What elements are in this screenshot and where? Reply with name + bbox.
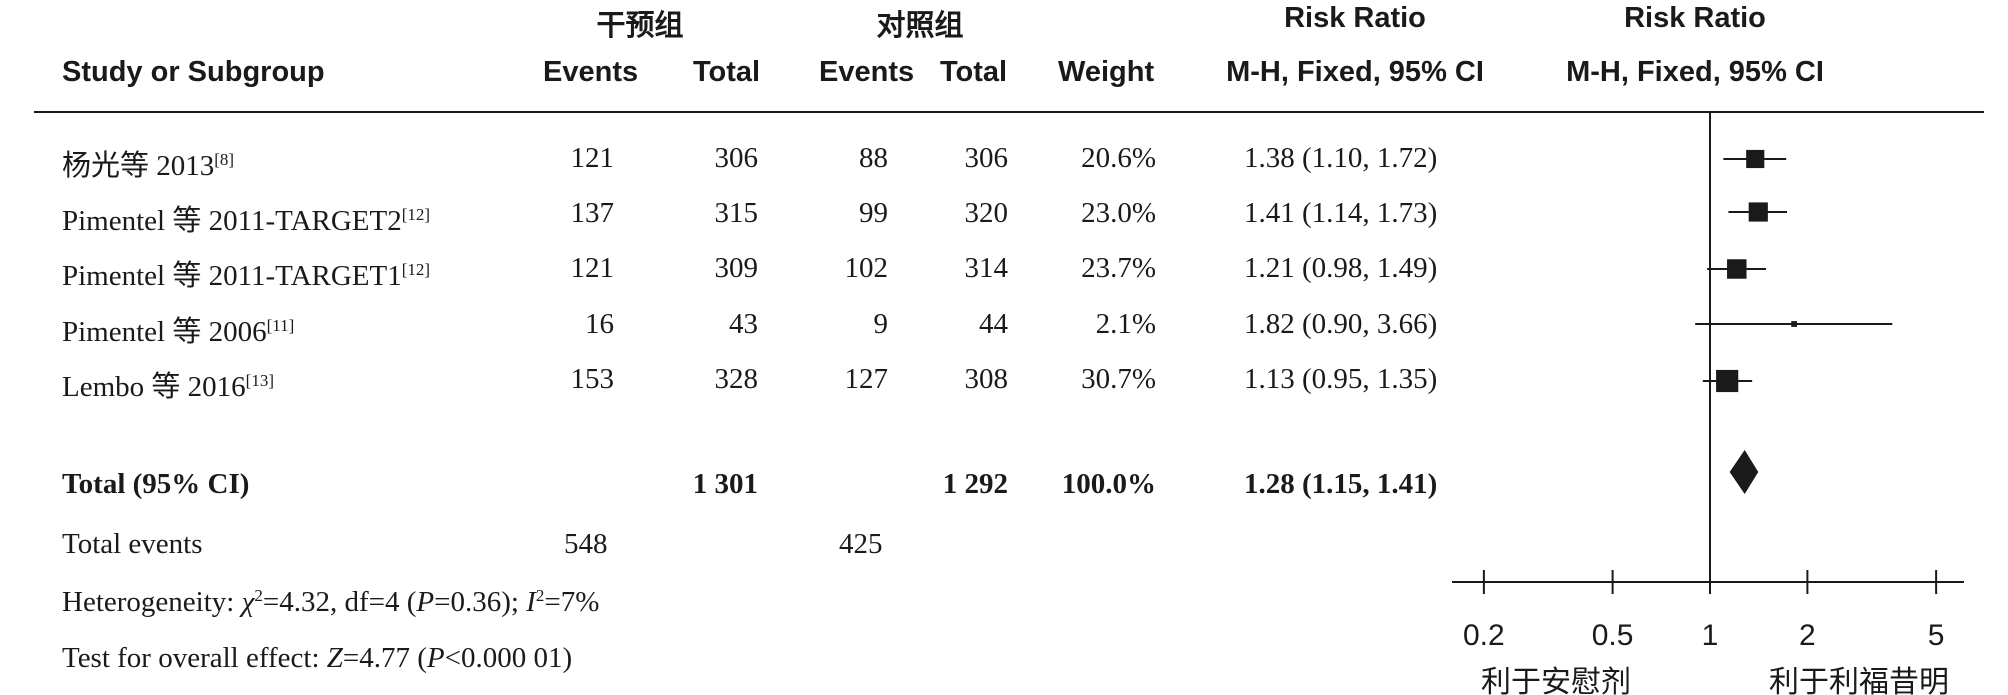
study-total2: 306 [964, 142, 1009, 174]
x-tick-label: 0.2 [1463, 619, 1505, 652]
study-ci: 1.41 (1.14, 1.73) [1244, 197, 1438, 229]
total1-column-header: Total [693, 56, 761, 88]
study-weight: 23.7% [1081, 252, 1156, 284]
study-total2: 320 [964, 197, 1009, 229]
header-rule [34, 111, 1984, 113]
study-ci: 1.82 (0.90, 3.66) [1244, 308, 1438, 340]
study-events2: 9 [873, 308, 889, 340]
effect-square [1727, 259, 1747, 279]
study-weight: 30.7% [1081, 363, 1156, 395]
favours-left-label: 利于安慰剂 [1481, 665, 1631, 695]
study-weight: 20.6% [1081, 142, 1156, 174]
study-name: Pimentel 等 2011-TARGET1[12] [62, 260, 431, 292]
study-ci: 1.38 (1.10, 1.72) [1244, 142, 1438, 174]
study-weight: 2.1% [1095, 308, 1156, 340]
x-tick-label: 1 [1702, 619, 1719, 652]
total-events-e2: 425 [839, 528, 883, 560]
study-total2: 314 [964, 252, 1009, 284]
total-t2: 1 292 [942, 468, 1008, 500]
effect-square [1746, 149, 1765, 169]
x-tick-label: 2 [1799, 619, 1816, 652]
x-tick-label: 0.5 [1592, 619, 1634, 652]
study-total1: 309 [714, 252, 759, 284]
total-weight: 100.0% [1061, 468, 1156, 500]
study-events2: 88 [859, 142, 888, 174]
plot-method-column-header: M-H, Fixed, 95% CI [1566, 56, 1824, 88]
group2-header: 对照组 [876, 10, 964, 42]
study-total1: 43 [729, 308, 758, 340]
study-total2: 308 [964, 363, 1009, 395]
events1-column-header: Events [543, 56, 639, 88]
effect-square [1748, 202, 1768, 222]
total2-column-header: Total [940, 56, 1008, 88]
study-total2: 44 [979, 308, 1008, 340]
overall-effect-text: Test for overall effect: Z=4.77 (P<0.000… [62, 642, 573, 674]
study-total1: 315 [714, 197, 759, 229]
total-events-label: Total events [62, 528, 203, 560]
pooled-diamond [1729, 450, 1759, 494]
study-events2: 127 [844, 363, 889, 395]
total-events-e1: 548 [564, 528, 608, 560]
risk-ratio-header: Risk Ratio [1284, 2, 1426, 34]
study-events1: 121 [570, 142, 615, 174]
plot-risk-ratio-header: Risk Ratio [1624, 2, 1766, 34]
group1-header: 干预组 [596, 10, 684, 42]
effect-square [1791, 321, 1798, 327]
heterogeneity-text: Heterogeneity: χ2=4.32, df=4 (P=0.36); I… [62, 586, 600, 618]
study-name: 杨光等 2013[8] [62, 150, 235, 182]
study-column-header: Study or Subgroup [62, 56, 325, 88]
study-name: Lembo 等 2016[13] [62, 371, 274, 403]
study-name: Pimentel 等 2011-TARGET2[12] [62, 205, 431, 237]
events2-column-header: Events [819, 56, 915, 88]
favours-right-label: 利于利福昔明 [1769, 665, 1949, 695]
effect-square [1716, 369, 1739, 393]
study-total1: 306 [714, 142, 759, 174]
study-name: Pimentel 等 2006[11] [62, 316, 295, 348]
total-ci: 1.28 (1.15, 1.41) [1244, 468, 1438, 500]
study-events2: 102 [844, 252, 889, 284]
study-events1: 153 [570, 363, 615, 395]
study-events1: 121 [570, 252, 615, 284]
total-t1: 1 301 [692, 468, 758, 500]
total-label: Total (95% CI) [62, 468, 250, 500]
method-column-header: M-H, Fixed, 95% CI [1226, 56, 1484, 88]
study-ci: 1.13 (0.95, 1.35) [1244, 363, 1438, 395]
study-events2: 99 [859, 197, 888, 229]
study-ci: 1.21 (0.98, 1.49) [1244, 252, 1438, 284]
study-events1: 137 [570, 197, 615, 229]
study-weight: 23.0% [1081, 197, 1156, 229]
study-total1: 328 [714, 363, 759, 395]
x-tick-label: 5 [1928, 619, 1945, 652]
study-events1: 16 [585, 308, 614, 340]
weight-column-header: Weight [1058, 56, 1155, 88]
